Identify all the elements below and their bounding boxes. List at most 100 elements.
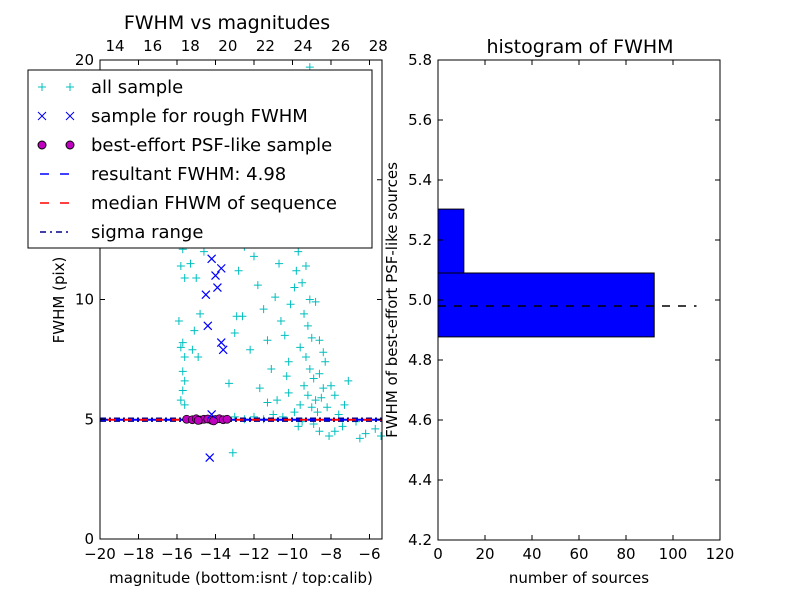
point-all-sample xyxy=(309,374,318,383)
point-all-sample xyxy=(344,376,353,385)
x-tick-label: −12 xyxy=(238,545,270,563)
point-all-sample xyxy=(294,422,303,431)
point-all-sample xyxy=(234,266,243,275)
point-all-sample xyxy=(176,261,185,270)
point-all-sample xyxy=(330,427,339,436)
legend: all sample sample for rough FWHM best-effo… xyxy=(27,69,373,249)
point-all-sample xyxy=(307,403,316,412)
point-all-sample xyxy=(284,357,293,366)
point-all-sample xyxy=(301,261,310,270)
point-all-sample xyxy=(315,369,324,378)
point-all-sample xyxy=(276,317,285,326)
point-psf-sample xyxy=(209,416,218,426)
point-rough-sample xyxy=(201,290,211,300)
point-all-sample xyxy=(340,400,349,409)
point-all-sample xyxy=(282,372,291,381)
scatter-title: FWHM vs magnitudes xyxy=(124,12,330,34)
x-tick-label: −14 xyxy=(200,545,232,563)
point-all-sample xyxy=(377,432,386,441)
point-all-sample xyxy=(178,367,187,376)
top-x-tick-label: 18 xyxy=(181,37,200,55)
point-all-sample xyxy=(290,283,299,292)
legend-label: resultant FWHM: 4.98 xyxy=(91,164,286,185)
point-all-sample xyxy=(190,326,199,335)
scatter-xlabel: magnitude (bottom:isnt / top:calib) xyxy=(109,569,373,587)
point-all-sample xyxy=(300,309,309,318)
point-all-sample xyxy=(300,381,309,390)
legend-label: best-effort PSF-like sample xyxy=(91,135,332,156)
histogram-bar xyxy=(437,272,655,338)
point-rough-sample xyxy=(212,283,222,292)
histogram-bar xyxy=(437,208,465,274)
point-rough-sample xyxy=(203,321,213,331)
y-tick-label: 5.0 xyxy=(408,291,432,309)
legend-handle xyxy=(37,111,75,121)
point-all-sample xyxy=(321,357,330,366)
point-all-sample xyxy=(292,266,301,275)
x-tick-label: −16 xyxy=(161,545,193,563)
point-all-sample xyxy=(263,398,272,407)
point-all-sample xyxy=(361,429,370,438)
histogram-xlabel: number of sources xyxy=(509,569,649,587)
x-tick-label: −6 xyxy=(358,545,380,563)
point-all-sample xyxy=(246,345,255,354)
point-all-sample xyxy=(188,345,197,354)
point-all-sample xyxy=(180,352,189,361)
point-all-sample xyxy=(196,309,205,318)
point-all-sample xyxy=(284,388,293,397)
y-tick-label: 4.2 xyxy=(408,531,432,549)
point-all-sample xyxy=(230,329,239,338)
point-all-sample xyxy=(303,321,312,330)
point-rough-sample xyxy=(207,410,217,419)
y-tick-label: 4.8 xyxy=(408,351,432,369)
point-psf-sample xyxy=(193,416,203,425)
point-all-sample xyxy=(315,336,324,345)
point-all-sample xyxy=(178,386,187,395)
top-x-tick-label: 24 xyxy=(293,37,312,55)
y-tick-label: 0 xyxy=(84,530,94,548)
legend-label: all sample xyxy=(91,77,183,98)
point-all-sample xyxy=(326,381,335,390)
x-tick-label: −20 xyxy=(84,545,116,563)
point-all-sample xyxy=(249,252,258,261)
point-rough-sample xyxy=(207,254,217,264)
point-all-sample xyxy=(311,396,320,405)
x-tick-label: 40 xyxy=(522,545,541,563)
y-tick-label: 4.6 xyxy=(408,411,432,429)
point-all-sample xyxy=(263,336,272,345)
scatter-plot: FWHM vs magnitudes −20 −18 −16 −14 −12 −10 −8 −6… xyxy=(27,12,388,587)
top-x-tick-label: 20 xyxy=(218,37,237,55)
point-all-sample xyxy=(355,434,364,443)
point-all-sample xyxy=(253,281,262,290)
point-all-sample xyxy=(307,333,316,342)
point-all-sample xyxy=(192,273,201,282)
point-all-sample xyxy=(176,343,185,352)
point-all-sample xyxy=(269,410,278,419)
point-all-sample xyxy=(259,305,268,314)
legend-label: sigma range xyxy=(91,222,203,243)
point-psf-sample xyxy=(222,414,232,424)
top-x-tick-label: 22 xyxy=(256,37,275,55)
y-tick-label: 4.4 xyxy=(408,471,432,489)
x-tick-label: 0 xyxy=(433,545,443,563)
legend-handle xyxy=(38,83,74,91)
point-all-sample xyxy=(371,424,380,433)
y-tick-label: 20 xyxy=(75,51,94,69)
point-all-sample xyxy=(294,247,303,256)
point-all-sample xyxy=(323,403,332,412)
point-all-sample xyxy=(280,331,289,340)
point-all-sample xyxy=(305,364,314,373)
top-x-tick-label: 28 xyxy=(369,37,388,55)
histogram-title: histogram of FWHM xyxy=(486,36,673,58)
scatter-ylabel: FWHM (pix) xyxy=(50,257,68,344)
point-rough-sample xyxy=(205,453,215,462)
top-x-tick-label: 16 xyxy=(143,37,162,55)
x-tick-label: 60 xyxy=(569,545,588,563)
x-tick-label: 100 xyxy=(659,545,688,563)
histogram-ylabel: FWHM of best-effort PSF-like sources xyxy=(383,162,401,438)
x-tick-label: −18 xyxy=(123,545,155,563)
x-tick-label: 120 xyxy=(706,545,735,563)
point-all-sample xyxy=(178,338,187,347)
point-all-sample xyxy=(228,448,237,457)
